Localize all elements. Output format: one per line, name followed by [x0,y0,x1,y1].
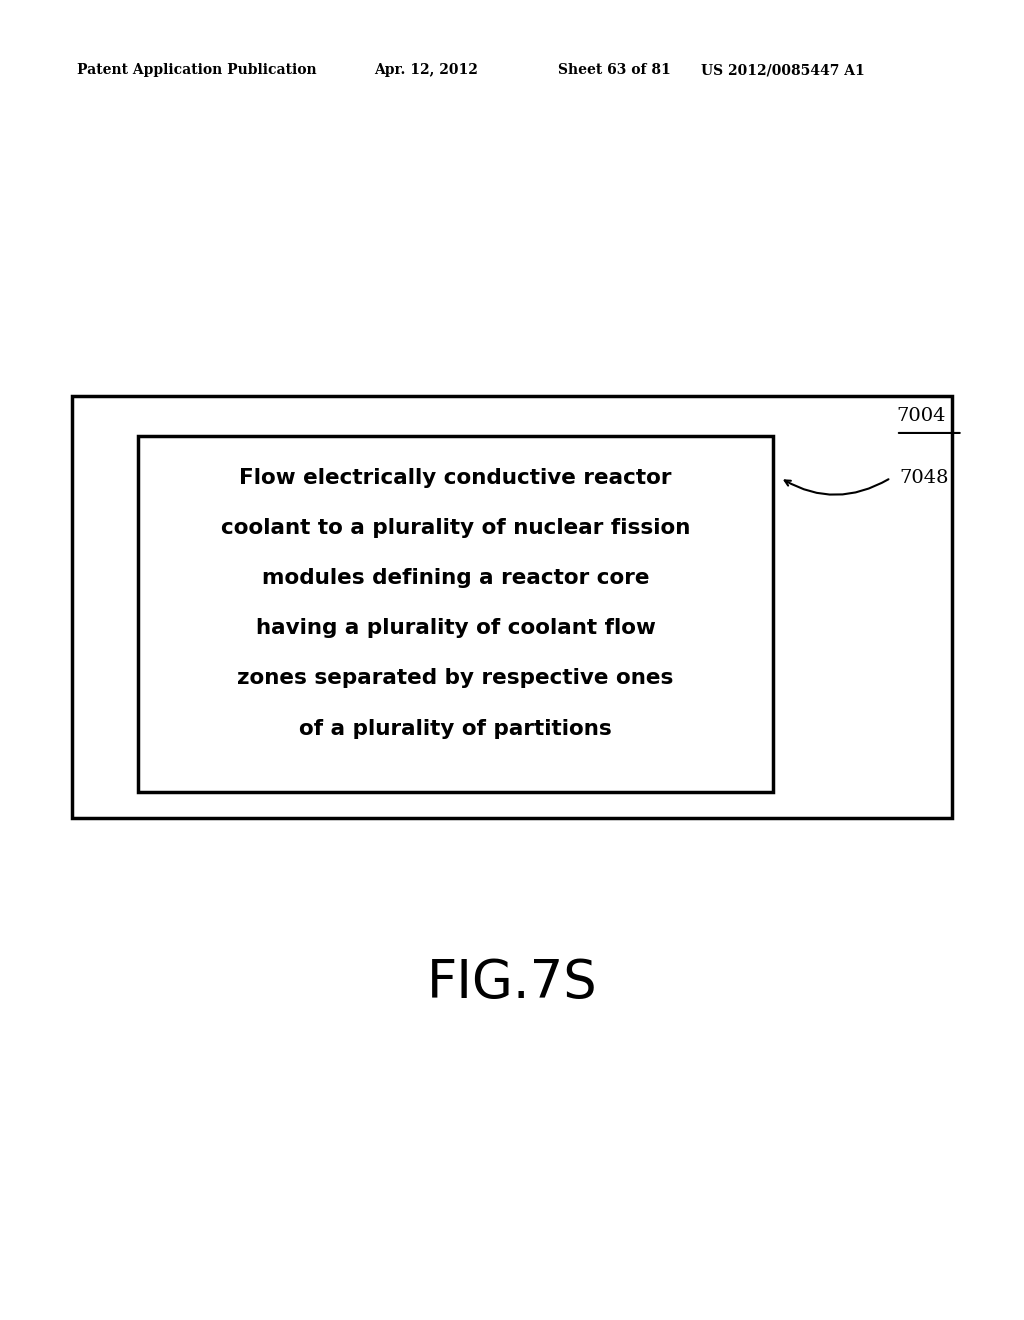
Text: Apr. 12, 2012: Apr. 12, 2012 [374,63,477,78]
Text: FIG.7S: FIG.7S [427,957,597,1010]
Text: Patent Application Publication: Patent Application Publication [77,63,316,78]
Text: modules defining a reactor core: modules defining a reactor core [262,568,649,589]
Text: 7048: 7048 [899,469,948,487]
Text: of a plurality of partitions: of a plurality of partitions [299,718,612,739]
Text: Flow electrically conductive reactor: Flow electrically conductive reactor [240,467,672,488]
Bar [138,436,773,792]
Text: US 2012/0085447 A1: US 2012/0085447 A1 [701,63,865,78]
Text: 7004: 7004 [896,407,945,425]
Text: coolant to a plurality of nuclear fission: coolant to a plurality of nuclear fissio… [221,517,690,539]
Text: zones separated by respective ones: zones separated by respective ones [238,668,674,689]
Text: having a plurality of coolant flow: having a plurality of coolant flow [256,618,655,639]
Text: Sheet 63 of 81: Sheet 63 of 81 [558,63,671,78]
Bar [72,396,952,818]
